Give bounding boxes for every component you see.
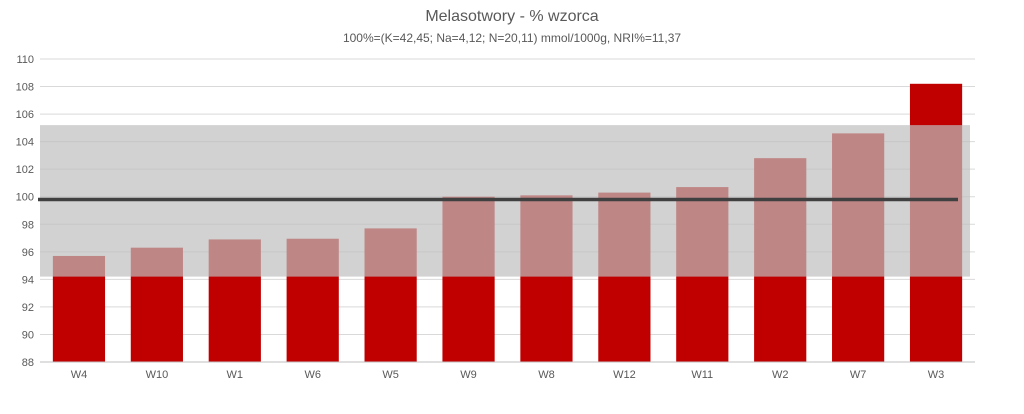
y-tick-label: 94 [22, 274, 34, 286]
x-tick-label: W10 [146, 369, 169, 381]
x-tick-label: W3 [928, 369, 945, 381]
y-tick-label: 90 [22, 329, 34, 341]
y-tick-label: 106 [16, 109, 34, 121]
x-tick-label: W6 [304, 369, 321, 381]
x-tick-label: W1 [227, 369, 244, 381]
x-tick-label: W8 [538, 369, 555, 381]
x-tick-label: W4 [71, 369, 88, 381]
x-tick-label: W12 [613, 369, 636, 381]
y-tick-label: 96 [22, 247, 34, 259]
x-tick-label: W2 [772, 369, 789, 381]
chart-title: Melasotwory - % wzorca [425, 8, 599, 25]
x-tick-label: W11 [691, 369, 713, 381]
x-tick-label: W7 [850, 369, 867, 381]
x-tick-label: W5 [382, 369, 399, 381]
x-tick-label: W9 [460, 369, 477, 381]
y-tick-label: 110 [16, 54, 34, 66]
y-tick-label: 104 [16, 137, 34, 149]
y-tick-label: 92 [22, 302, 34, 314]
y-tick-label: 100 [16, 192, 34, 204]
y-tick-label: 102 [16, 164, 34, 176]
y-tick-label: 88 [22, 357, 34, 369]
chart-subtitle: 100%=(K=42,45; Na=4,12; N=20,11) mmol/10… [342, 31, 682, 45]
y-tick-label: 98 [22, 219, 34, 231]
y-tick-label: 108 [16, 82, 34, 94]
